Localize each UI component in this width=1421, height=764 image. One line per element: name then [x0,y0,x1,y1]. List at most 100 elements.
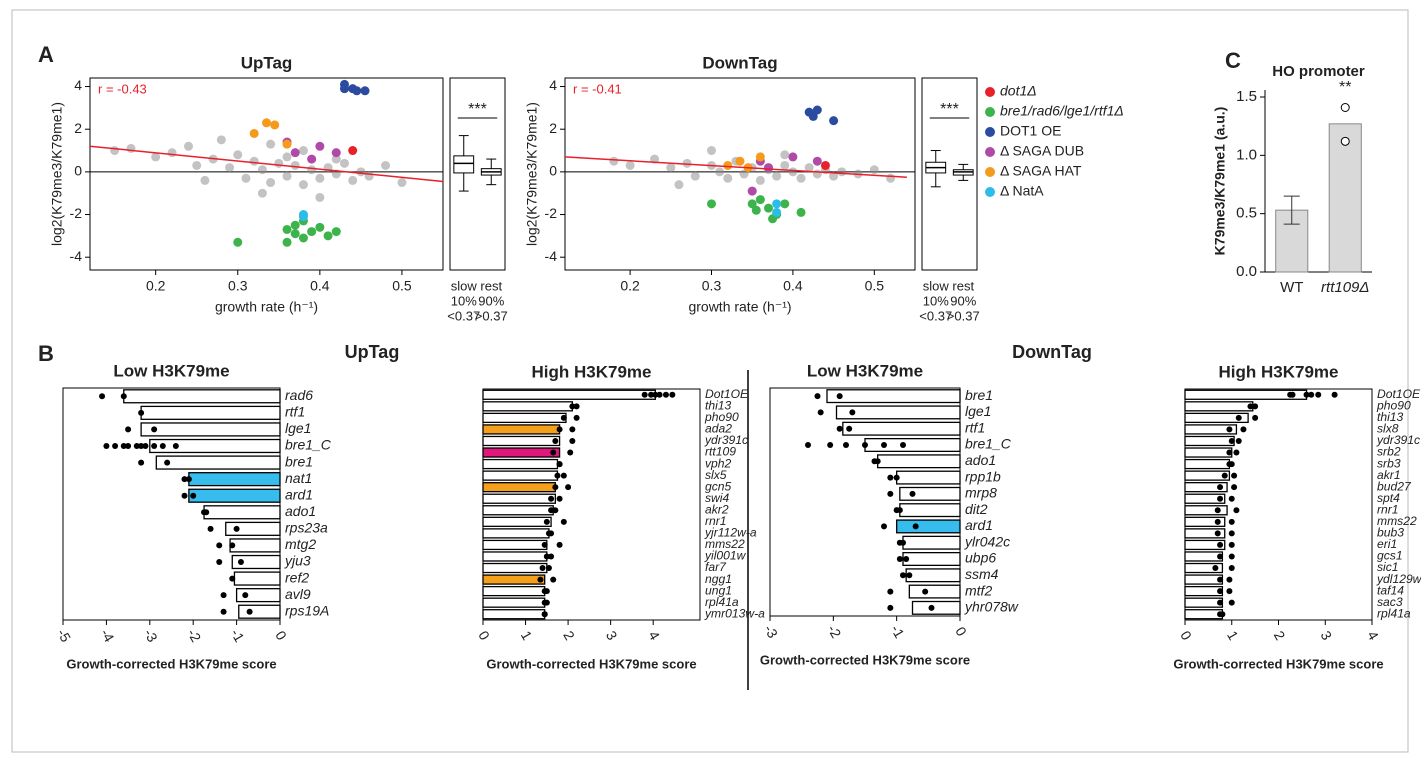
point [364,171,374,181]
point [829,116,839,126]
bar [902,551,961,567]
point [881,523,887,530]
x-tick-label: 0 [475,628,493,643]
point [120,443,127,449]
bar [1184,551,1224,562]
point [556,541,563,548]
legend-label: bre1/rad6/lge1/rtf1Δ [1000,103,1124,119]
point [233,237,243,247]
point [772,199,782,209]
point [249,156,259,166]
point [1247,403,1254,410]
point [869,165,879,175]
bar [482,401,574,412]
category-label: ydl129w [1376,572,1421,586]
point [1240,426,1247,433]
point [315,222,325,232]
point [200,175,210,185]
bar [1184,482,1228,493]
point [315,173,325,183]
point [290,220,300,230]
point [167,148,177,158]
bar [482,482,556,493]
point [225,163,235,173]
box-category-label: 10% [451,293,477,308]
y-tick-label: -4 [70,248,83,264]
point [159,443,166,449]
x-tick-label: -2 [184,626,204,645]
point [569,426,576,433]
point [290,229,300,239]
x-tick-label: 2 [560,628,578,643]
point [290,160,300,170]
annotation: ** [1339,79,1351,96]
point [755,195,765,205]
category-label: dit2 [965,501,988,517]
point [896,507,903,514]
point [1289,391,1296,398]
fit-line [564,156,907,178]
point [768,214,778,224]
point [1228,461,1235,468]
fit-line [89,145,444,183]
point [220,608,227,615]
category-label: thi13 [1377,410,1404,424]
category-label: sac3 [1377,595,1403,609]
point [1219,611,1226,618]
y-tick-label: -4 [545,248,558,264]
category-label: bre1 [285,453,313,469]
x-tick-label: 0.4 [783,278,803,294]
point [817,409,824,416]
point [112,443,119,449]
x-axis-label: Growth-corrected H3K79me score [1173,656,1383,671]
chart-title: DownTag [702,53,777,72]
box-category-label: 90% [478,293,504,308]
point [181,492,188,499]
box-category-label: slow [451,278,478,293]
significance: *** [940,101,959,118]
bar [188,488,281,503]
point [237,559,244,565]
point [99,393,106,400]
point [569,437,576,444]
x-tick-label: 1 [1224,628,1242,643]
bar [482,424,561,435]
bar [1184,447,1233,458]
category-label: ssm4 [965,566,999,582]
legend-label: Δ NatA [1000,183,1044,199]
x-tick-label: 0 [272,628,290,643]
chart-title: HO promoter [1272,63,1365,80]
point [862,442,868,448]
point [216,542,223,549]
point [151,152,161,162]
point [896,556,903,562]
point [1228,437,1235,444]
category-label: lge1 [285,420,311,436]
point [298,212,308,222]
y-tick-label: 0 [74,163,82,179]
box-category-label: slow [923,278,950,293]
point [257,188,267,198]
category-label: taf14 [1377,583,1404,597]
bar [1184,516,1226,527]
category-label: vph2 [705,456,732,470]
category-label: ngg1 [705,572,732,586]
section-title: UpTag [345,342,400,362]
legend-marker [985,167,995,177]
bar [229,538,281,553]
category-label: rtf1 [285,404,305,420]
y-tick-label: -2 [545,205,558,221]
category-label: rad6 [285,387,313,403]
point [125,443,132,449]
point [780,160,790,170]
category-label: sic1 [1377,560,1399,574]
point [723,173,733,183]
point [827,442,834,448]
x-tick-label: 3 [1317,628,1335,643]
bar [899,486,961,501]
bar [203,505,281,520]
point [812,156,822,166]
point [1214,530,1221,537]
category-label: eri1 [1377,537,1397,551]
point [548,507,555,514]
